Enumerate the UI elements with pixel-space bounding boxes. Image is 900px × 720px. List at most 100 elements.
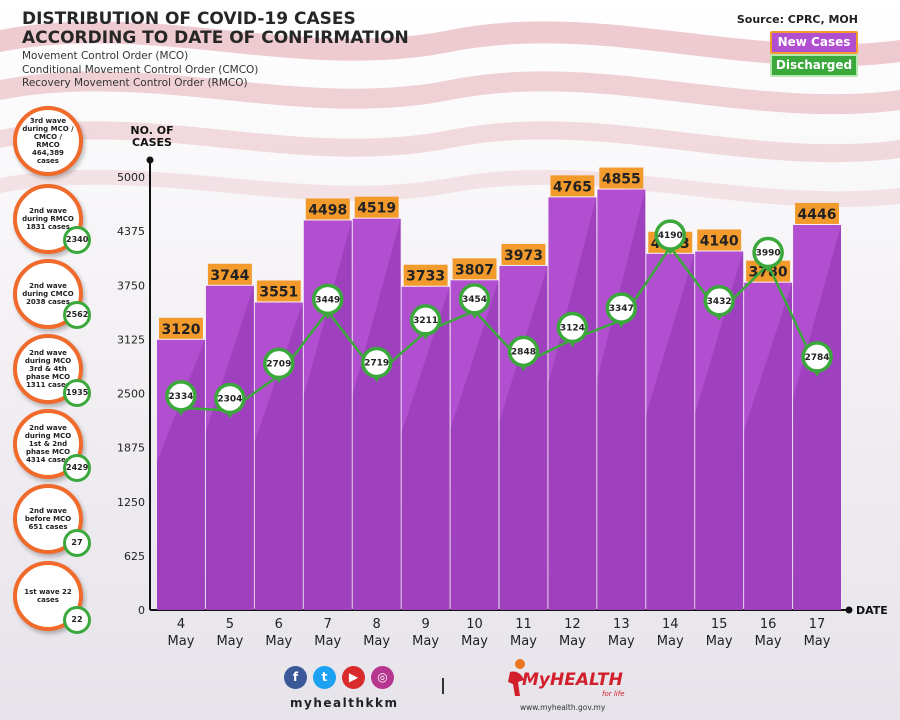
discharged-value-label: 3432 <box>707 297 732 307</box>
y-tick-label: 4375 <box>117 225 145 238</box>
discharged-value-label: 2784 <box>805 353 830 363</box>
y-axis-title: NO. OF <box>130 124 173 137</box>
subtitle-cmco: Conditional Movement Control Order (CMCO… <box>22 63 259 76</box>
y-tick-label: 3125 <box>117 333 145 346</box>
discharged-point <box>801 341 833 373</box>
wave-badge: 2562 <box>63 301 91 329</box>
wave-label: 2nd wave before MCO 651 cases <box>24 507 72 531</box>
bar-value-label: 3744 <box>210 268 249 284</box>
discharged-point <box>703 285 735 317</box>
bar-label-bg <box>550 175 595 197</box>
x-tick-label: 4 <box>177 617 185 632</box>
discharged-point <box>214 382 246 415</box>
bar-value-label: 3551 <box>259 284 298 300</box>
x-tick-label: May <box>510 634 537 649</box>
x-tick-label: May <box>363 634 390 649</box>
discharged-value-label: 3347 <box>609 304 634 314</box>
x-tick-label: May <box>314 634 341 649</box>
bar-value-label: 4498 <box>308 202 347 218</box>
discharged-point <box>312 283 344 316</box>
x-tick-label: May <box>461 634 488 649</box>
bar-shade <box>597 189 646 610</box>
x-tick-label: 8 <box>373 617 381 632</box>
x-tick-label: 14 <box>662 617 679 632</box>
x-tick-label: 12 <box>564 617 581 632</box>
x-tick-label: May <box>804 634 831 649</box>
wave-label: 2nd wave during MCO 1st & 2nd phase MCO … <box>24 424 72 464</box>
discharged-value-label: 3454 <box>462 295 487 305</box>
legend-discharged: Discharged <box>770 54 858 77</box>
bar-value-label: 3120 <box>161 322 200 338</box>
x-tick-label: 16 <box>760 617 777 632</box>
bar-shade <box>254 302 303 610</box>
bar-shade <box>450 280 499 610</box>
bar-shade <box>744 282 793 610</box>
subtitle-mco: Movement Control Order (MCO) <box>22 50 189 62</box>
discharged-value-label: 2848 <box>511 347 536 357</box>
twitter-icon[interactable]: t <box>313 666 336 689</box>
bar-shade <box>695 251 744 610</box>
bar-label-bg <box>452 258 497 280</box>
x-tick-label: 15 <box>711 617 728 632</box>
wave-badge: 2429 <box>63 454 91 482</box>
y-tick-label: 0 <box>138 604 145 617</box>
discharged-point <box>556 311 589 344</box>
bar-label-bg <box>501 243 546 265</box>
y-axis-end-dot <box>146 156 154 164</box>
discharged-value-label: 3449 <box>315 295 340 305</box>
legend-new-cases: New Cases <box>770 31 858 54</box>
y-tick-label: 5000 <box>117 171 145 184</box>
x-tick-label: May <box>559 634 586 649</box>
bar-value-label: 4519 <box>357 201 396 217</box>
facebook-icon[interactable]: f <box>284 666 307 689</box>
y-axis-title: CASES <box>132 136 172 149</box>
x-tick-label: May <box>755 634 782 649</box>
discharged-value-label: 3211 <box>413 316 438 326</box>
discharged-value-label: 4190 <box>658 231 683 241</box>
x-tick-label: 11 <box>515 617 532 632</box>
bar-shade <box>401 286 450 610</box>
logo-url: www.myhealth.gov.my <box>520 703 606 712</box>
x-tick-label: May <box>657 634 684 649</box>
covid-chart: 0 625 1250 1875 2500 3125 3750 4375 5000 NO. OFCA… <box>117 124 888 649</box>
youtube-icon[interactable]: ▶ <box>342 666 365 689</box>
x-tick-label: May <box>265 634 292 649</box>
bar-shade <box>548 197 597 610</box>
discharged-point <box>360 346 393 379</box>
bar-value-label: 3807 <box>455 262 494 278</box>
bar-value-label: 4855 <box>602 172 641 188</box>
discharged-value-label: 2719 <box>364 359 389 369</box>
social-handle: myhealthkkm <box>290 696 399 710</box>
x-tick-label: 9 <box>421 617 429 632</box>
wave-label: 3rd wave during MCO / CMCO / RMCO 464,38… <box>22 117 74 165</box>
logo-text: MyHEALTH <box>522 670 623 690</box>
discharged-value-label: 2334 <box>168 392 193 402</box>
bar-shade <box>646 253 695 610</box>
footer-divider <box>442 678 444 694</box>
bar-label-bg <box>305 198 350 220</box>
x-tick-label: 6 <box>275 617 283 632</box>
bar-shade <box>205 285 254 610</box>
bar-shade <box>793 224 841 611</box>
discharged-point <box>263 347 295 380</box>
instagram-icon[interactable]: ◎ <box>371 666 394 689</box>
x-tick-label: May <box>412 634 439 649</box>
bar-value-label: 3973 <box>504 248 543 264</box>
discharged-value-label: 2709 <box>266 359 291 369</box>
source-note: Source: CPRC, MOH <box>736 13 858 26</box>
title-line-2: ACCORDING TO DATE OF CONFIRMATION <box>22 28 409 48</box>
discharged-value-label: 2304 <box>217 394 242 404</box>
subtitle-block: Movement Control Order (MCO) Conditional… <box>22 50 258 91</box>
bar-label-bg <box>697 229 742 251</box>
bar-value-label: 4140 <box>700 233 739 249</box>
x-tick-label: 17 <box>809 617 826 632</box>
runner-icon <box>508 659 525 696</box>
bar-shade <box>352 218 401 610</box>
x-tick-label: 13 <box>613 617 630 632</box>
bar-label-bg <box>256 280 301 302</box>
discharged-point <box>458 283 491 315</box>
title-line-1: DISTRIBUTION OF COVID-19 CASES <box>22 9 356 29</box>
wave-label: 2nd wave during CMCO 2038 cases <box>22 282 74 306</box>
bar-value-label: 4765 <box>553 179 592 195</box>
wave-badge: 27 <box>63 529 91 557</box>
